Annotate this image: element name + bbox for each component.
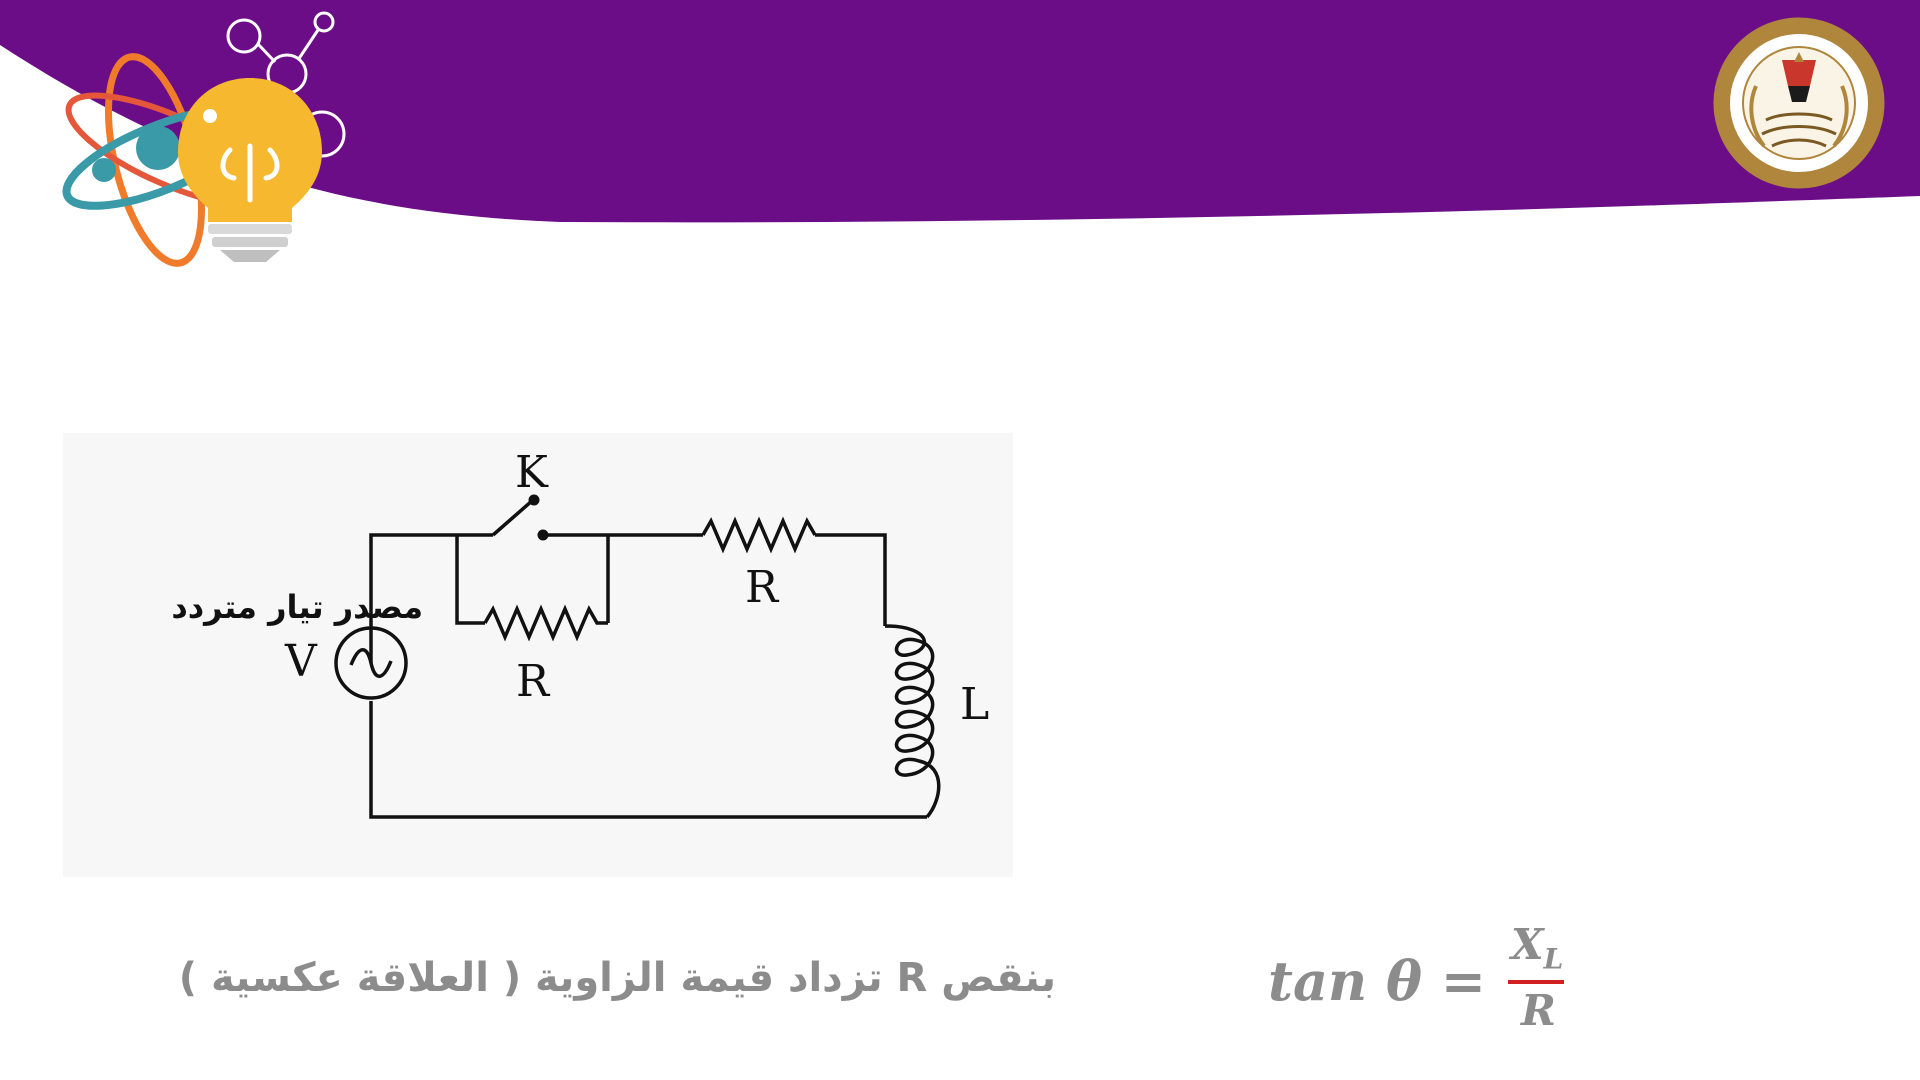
parallel-resistor-label: R bbox=[516, 656, 550, 707]
formula-numerator: XL bbox=[1511, 924, 1563, 973]
switch-contact-right bbox=[537, 529, 549, 541]
formula-denominator: R bbox=[1521, 986, 1556, 1035]
wire-parallel-left bbox=[455, 535, 485, 625]
switch-label: K bbox=[515, 447, 548, 498]
inductor-coil bbox=[884, 624, 941, 819]
formula-numerator-subscript: L bbox=[1543, 942, 1564, 976]
lightbulb-atom-logo bbox=[62, 11, 346, 267]
formula-numerator-x: X bbox=[1511, 920, 1544, 969]
wire-top-right bbox=[815, 533, 887, 626]
ac-source-text: مصدر تيار متردد bbox=[171, 588, 423, 626]
circuit-diagram: K R R L V مصدر تيار متردد bbox=[63, 433, 1013, 877]
inverse-relation-note: بنقص R تزداد قيمة الزاوية ( العلاقة عكسي… bbox=[178, 955, 1056, 1001]
wire-left-top bbox=[369, 533, 457, 663]
switch-contact-top bbox=[528, 494, 540, 506]
tan-theta-formula: tan θ = XL R bbox=[1268, 920, 1588, 1040]
top-resistor bbox=[701, 516, 817, 554]
parallel-resistor bbox=[483, 604, 608, 642]
ac-source-wave bbox=[349, 648, 393, 678]
ministry-of-education-seal bbox=[1713, 17, 1885, 189]
wire-bottom bbox=[369, 701, 927, 819]
source-v-label: V bbox=[285, 636, 317, 687]
top-resistor-label: R bbox=[745, 562, 779, 613]
inductor-label: L bbox=[960, 679, 990, 730]
ac-source-circle bbox=[334, 626, 408, 700]
fraction-bar bbox=[1508, 980, 1564, 984]
circuit-wiring bbox=[334, 494, 941, 819]
switch-blade bbox=[491, 498, 535, 537]
formula-lhs: tan θ = bbox=[1268, 949, 1487, 1013]
header-band bbox=[0, 0, 1920, 223]
